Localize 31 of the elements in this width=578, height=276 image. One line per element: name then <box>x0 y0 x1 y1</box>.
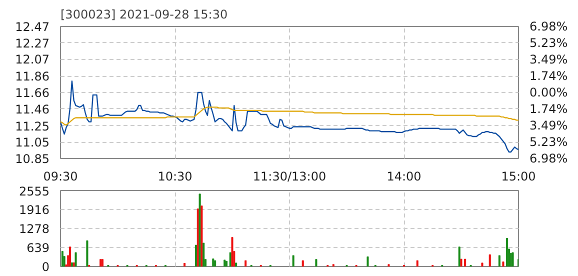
y2-tick-label: 1.74% <box>530 69 568 84</box>
y2-tick-label: 6.98% <box>530 20 568 34</box>
y-tick-label: 12.07 <box>15 52 50 67</box>
y2-tick-label: 3.49% <box>530 118 568 132</box>
x-tick-label: 14:00 <box>386 170 422 184</box>
y2-tick-label: 1.74% <box>530 102 568 116</box>
y-tick-label: 11.66 <box>15 86 50 100</box>
y-tick-label: 1916 <box>18 203 50 218</box>
y-tick-label: 1278 <box>18 222 50 236</box>
x-tick-label: 11:30/13:00 <box>252 170 326 184</box>
y-tick-label: 639 <box>26 240 50 255</box>
x-tick-label: 10:30 <box>158 170 192 184</box>
line-series <box>60 80 518 153</box>
y2-tick-label: 3.49% <box>530 52 568 66</box>
y2-tick-label: 0.00% <box>530 86 568 100</box>
x-tick-label: 09:30 <box>43 170 78 184</box>
y-tick-label: 12.27 <box>15 36 50 50</box>
y-tick-label: 0 <box>42 260 50 274</box>
y-tick-label: 11.86 <box>15 70 50 84</box>
y-tick-label: 11.46 <box>15 102 50 116</box>
chart-title: [300023] 2021-09-28 15:30 <box>60 8 228 22</box>
y-tick-label: 11.05 <box>15 136 50 150</box>
y-tick-label: 11.25 <box>15 119 50 134</box>
line-series <box>60 106 518 126</box>
x-tick-label: 15:00 <box>501 170 536 184</box>
y2-tick-label: 6.98% <box>530 152 568 166</box>
y2-tick-label: 5.23% <box>530 36 568 50</box>
y-tick-label: 10.85 <box>15 152 50 166</box>
y-tick-label: 12.47 <box>15 20 50 34</box>
y-tick-label: 2555 <box>18 184 50 198</box>
y2-tick-label: 5.23% <box>530 134 568 149</box>
